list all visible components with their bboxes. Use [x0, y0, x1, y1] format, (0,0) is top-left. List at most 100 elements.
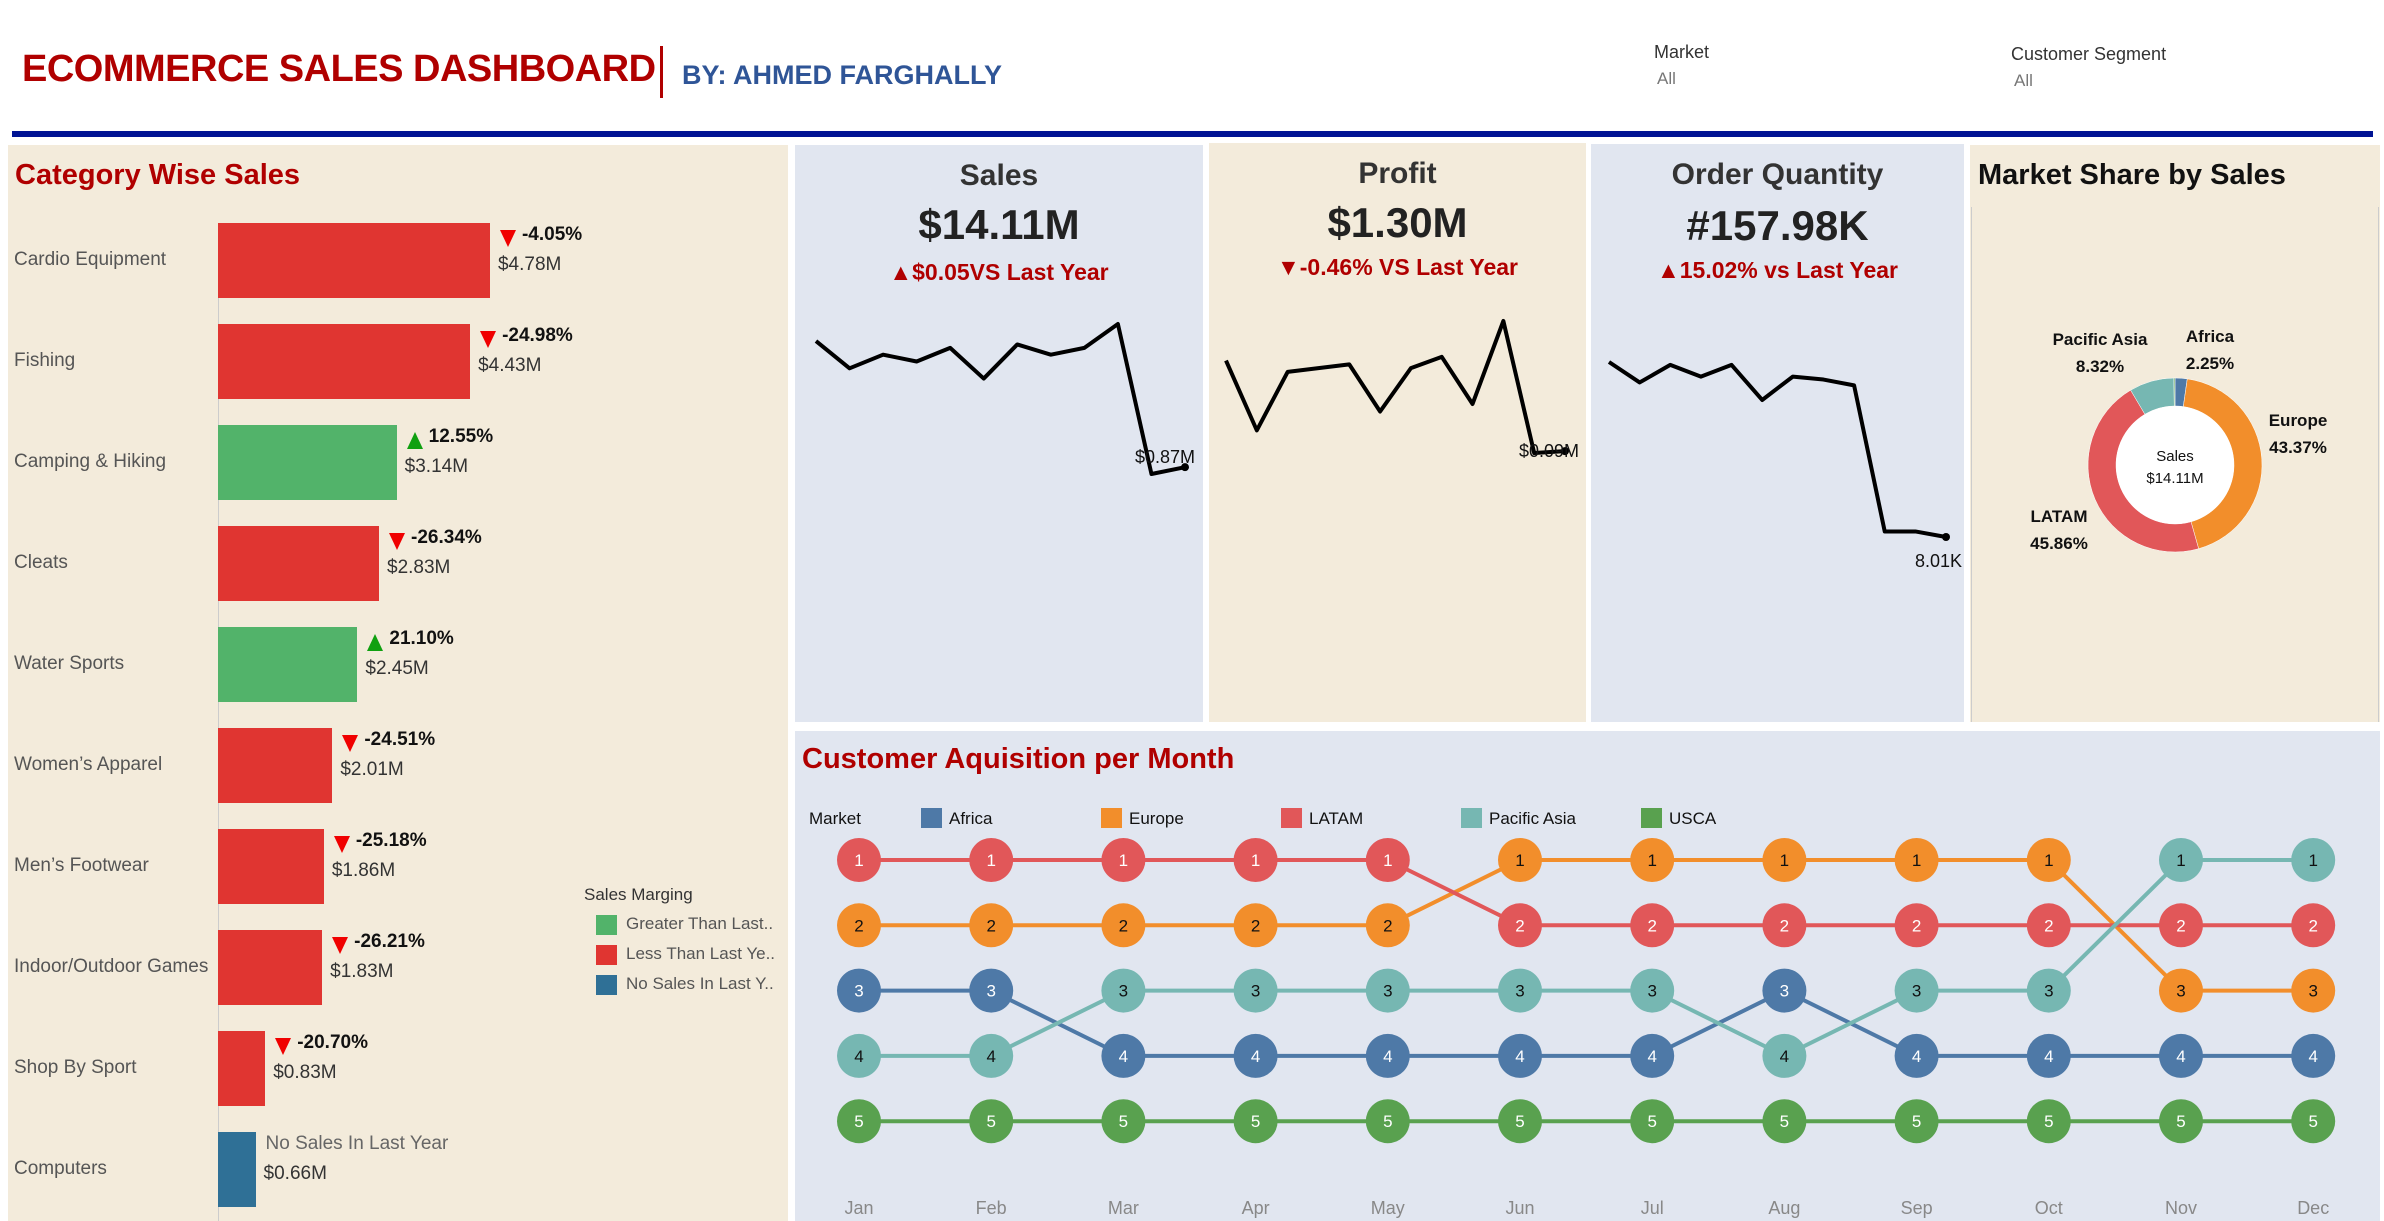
rank-marker: 1 [1894, 838, 1939, 882]
category-change-label: 21.10% [389, 628, 454, 649]
market-share-panel: Market Share by Sales Sales $14.11M Africa… [1970, 145, 2380, 722]
rank-number: 2 [1780, 916, 1789, 935]
rank-marker: 1 [2159, 838, 2203, 882]
rank-marker: 1 [2291, 838, 2336, 882]
rank-marker: 4 [1894, 1033, 1939, 1078]
rank-number: 1 [986, 851, 995, 870]
rank-circle [1101, 838, 1146, 882]
rank-circle [1233, 1099, 1278, 1144]
category-sales-value: $1.83M [330, 961, 394, 982]
month-label: May [1371, 1198, 1405, 1218]
rank-number: 5 [1912, 1112, 1921, 1131]
series-line-latam [859, 858, 2314, 928]
rank-marker: 3 [2159, 968, 2203, 1013]
market-filter[interactable]: Market All [1654, 42, 1709, 89]
rank-number: 1 [1383, 851, 1392, 870]
category-label: Women’s Apparel [14, 754, 163, 775]
sparkline-last-point [1942, 533, 1950, 541]
month-label: Feb [976, 1198, 1007, 1218]
category-sales-value: $2.45M [365, 658, 429, 679]
rank-number: 1 [1251, 851, 1260, 870]
rank-number: 5 [1515, 1112, 1524, 1131]
legend-item: Greater Than Last.. [584, 911, 773, 941]
category-sales-value: $4.43M [478, 355, 542, 376]
rank-marker: 2 [1233, 903, 1278, 948]
rank-circle [1101, 1033, 1146, 1078]
category-bar [218, 1132, 256, 1207]
rank-number: 3 [1383, 982, 1392, 1001]
down-arrow-icon [333, 836, 350, 853]
market-share-title: Market Share by Sales [1978, 159, 2286, 191]
rank-marker: 4 [2026, 1033, 2071, 1078]
order-quantity-kpi-title: Order Quantity [1671, 158, 1884, 191]
category-sales-value: $1.86M [331, 860, 396, 881]
rank-number: 5 [2308, 1112, 2317, 1131]
rank-marker: 3 [2291, 968, 2336, 1013]
legend-swatch [596, 975, 617, 995]
category-sales-value: $0.83M [273, 1062, 337, 1083]
rank-circle [2026, 1033, 2071, 1078]
profit-sparkline: $0.09M [1224, 319, 1579, 461]
market-filter-value[interactable]: All [1657, 69, 1676, 88]
rank-circle [969, 903, 1014, 948]
rank-number: 5 [1119, 1112, 1128, 1131]
rank-number: 4 [986, 1047, 995, 1066]
sparkline-last-point [1561, 447, 1569, 456]
rank-marker: 2 [2159, 903, 2203, 948]
rank-circle [2291, 1099, 2336, 1144]
legend-item: No Sales In Last Y.. [584, 971, 774, 1001]
profit-kpi-value: $1.30M [1327, 199, 1468, 246]
category-change-label: -24.98% [502, 325, 573, 346]
rank-number: 2 [1515, 916, 1524, 935]
rank-marker: 5 [969, 1099, 1014, 1144]
rank-circle [969, 838, 1014, 882]
category-bar [218, 829, 324, 904]
sparkline-last-point [1181, 463, 1189, 472]
customer-acquisition-bump-chart: 3 3 4 4 4 4 4 3 4 4 4 4 2 2 2 2 2 1 1 1 1 1 3 3 1 1 1 1 1 2 2 2 2 2 2 2 4 4 3 3… [837, 838, 2336, 1218]
rank-circle [1894, 838, 1939, 882]
rank-circle [1365, 1099, 1410, 1144]
acquisition-title: Customer Aquisition per Month [802, 743, 1235, 775]
rank-marker: 1 [1365, 838, 1410, 882]
rank-circle [2159, 1033, 2203, 1078]
rank-number: 3 [2308, 982, 2317, 1001]
month-label: Dec [2297, 1198, 2329, 1218]
category-sales-value: $2.83M [387, 557, 451, 578]
rank-circle [1762, 1033, 1807, 1078]
sales-kpi-value: $14.11M [918, 201, 1080, 248]
rank-number: 2 [1647, 916, 1656, 935]
category-label: Shop By Sport [14, 1057, 137, 1078]
rank-number: 5 [1647, 1112, 1656, 1131]
category-bar [218, 425, 397, 500]
rank-circle [1101, 1099, 1146, 1144]
month-label: Nov [2165, 1198, 2197, 1218]
rank-number: 3 [1515, 982, 1524, 1001]
rank-number: 3 [1780, 982, 1789, 1001]
rank-number: 2 [2308, 916, 2317, 935]
rank-number: 2 [1119, 916, 1128, 935]
rank-marker: 4 [1101, 1033, 1146, 1078]
rank-number: 3 [1647, 982, 1656, 1001]
rank-marker: 3 [1894, 968, 1939, 1013]
rank-marker: 2 [1365, 903, 1410, 948]
rank-number: 3 [2176, 982, 2185, 1001]
series-line-europe [859, 858, 2314, 993]
order-quantity-kpi-delta: ▲15.02% vs Last Year [1656, 257, 1898, 283]
category-label: Computers [14, 1158, 107, 1179]
rank-number: 4 [1383, 1047, 1392, 1066]
customer-segment-filter[interactable]: Customer Segment All [2011, 44, 2166, 91]
rank-marker: 1 [1233, 838, 1278, 882]
rank-number: 1 [1119, 851, 1128, 870]
rank-marker: 5 [1630, 1099, 1675, 1144]
category-bar [218, 1031, 266, 1106]
slice-pct: 45.86% [2030, 534, 2088, 553]
down-arrow-icon [480, 331, 497, 348]
customer-segment-filter-value[interactable]: All [2014, 71, 2033, 90]
rank-marker: 2 [837, 903, 881, 948]
market-share-donut: Sales $14.11M Africa 2.25% Europe 43.37% LATAM… [2030, 327, 2327, 553]
legend-item: Less Than Last Ye.. [584, 941, 775, 971]
down-arrow-icon [389, 533, 406, 550]
rank-circle [837, 968, 881, 1013]
down-arrow-icon [342, 735, 359, 752]
rank-marker: 4 [1365, 1033, 1410, 1078]
